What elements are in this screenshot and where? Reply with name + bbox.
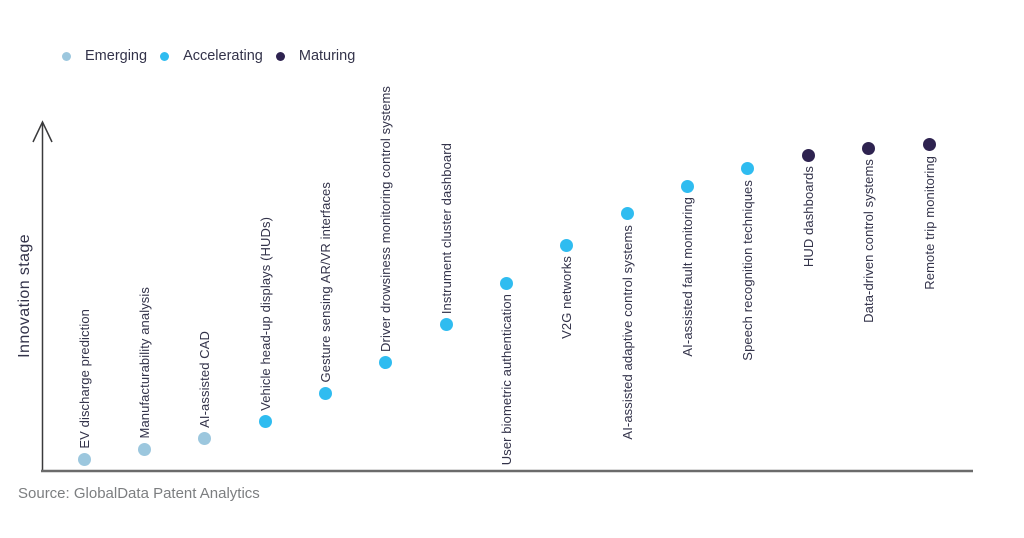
source-note: Source: GlobalData Patent Analytics bbox=[18, 485, 260, 502]
y-axis-title: Innovation stage bbox=[16, 234, 33, 358]
data-point-dot bbox=[741, 162, 755, 176]
legend-label-accelerating: Accelerating bbox=[183, 48, 263, 64]
data-point-label: AI-assisted fault monitoring bbox=[680, 197, 696, 357]
data-point-dot bbox=[198, 432, 212, 446]
data-point-label: User biometric authentication bbox=[499, 294, 515, 466]
maturing-dot-icon bbox=[275, 51, 285, 61]
data-point-label: Remote trip monitoring bbox=[921, 155, 937, 290]
legend: Emerging Accelerating Maturing bbox=[62, 48, 355, 64]
data-point-label: Gesture sensing AR/VR interfaces bbox=[317, 182, 333, 383]
legend-label-maturing: Maturing bbox=[298, 48, 356, 64]
data-point-label: Manufacturability analysis bbox=[136, 286, 152, 439]
legend-label-emerging: Emerging bbox=[85, 48, 148, 64]
data-point-dot bbox=[862, 141, 876, 155]
data-point-dot bbox=[258, 415, 272, 429]
data-point-label: HUD dashboards bbox=[800, 166, 816, 268]
data-point-dot bbox=[318, 387, 332, 401]
data-point-label: V2G networks bbox=[559, 256, 575, 339]
data-point-dot bbox=[922, 138, 936, 152]
data-point-label: EV discharge prediction bbox=[76, 309, 92, 449]
data-point-dot bbox=[801, 148, 815, 162]
data-point-dot bbox=[137, 442, 151, 456]
data-point-label: Instrument cluster dashboard bbox=[438, 142, 454, 314]
data-point-dot bbox=[681, 179, 695, 193]
data-point-label: Data-driven control systems bbox=[861, 159, 877, 324]
data-point-dot bbox=[620, 207, 634, 221]
accelerating-dot-icon bbox=[160, 51, 170, 61]
data-point-dot bbox=[379, 356, 393, 370]
data-point-dot bbox=[77, 453, 91, 467]
data-point-label: AI-assisted adaptive control systems bbox=[619, 224, 635, 440]
data-point-label: Speech recognition techniques bbox=[740, 179, 756, 361]
emerging-dot-icon bbox=[62, 51, 71, 61]
legend-item-emerging: Emerging bbox=[62, 48, 147, 64]
legend-item-accelerating: Accelerating bbox=[160, 48, 263, 64]
data-point-label: Vehicle head-up displays (HUDs) bbox=[257, 216, 273, 411]
data-point-dot bbox=[500, 276, 514, 290]
data-point-label: Driver drowsiness monitoring control sys… bbox=[378, 85, 394, 352]
y-axis-arrowhead-icon bbox=[32, 120, 53, 143]
data-point-label: AI-assisted CAD bbox=[197, 331, 213, 428]
data-point-dot bbox=[439, 318, 453, 332]
data-point-dot bbox=[560, 238, 574, 252]
legend-item-maturing: Maturing bbox=[275, 48, 356, 64]
